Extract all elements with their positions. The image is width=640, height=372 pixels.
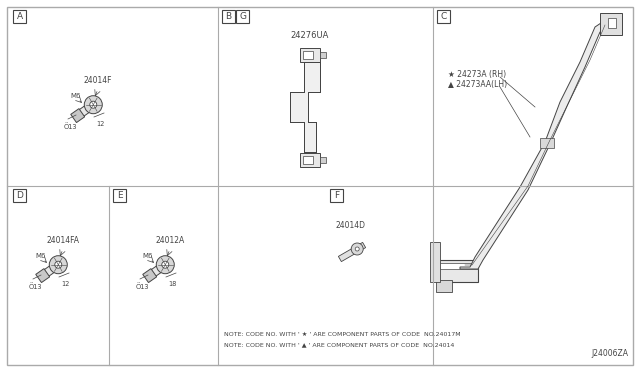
Polygon shape <box>71 109 84 122</box>
Text: G: G <box>239 12 246 21</box>
Circle shape <box>355 247 359 251</box>
Text: Ö13: Ö13 <box>29 283 42 290</box>
Text: 18: 18 <box>168 281 177 287</box>
Text: Ö13: Ö13 <box>64 123 77 130</box>
Circle shape <box>156 256 174 274</box>
Text: B: B <box>225 12 232 21</box>
Polygon shape <box>44 257 67 277</box>
Bar <box>303 156 313 164</box>
Bar <box>300 153 320 167</box>
Bar <box>540 138 554 148</box>
Bar <box>113 189 126 202</box>
Bar <box>600 13 622 35</box>
Circle shape <box>351 243 363 255</box>
Polygon shape <box>79 97 101 116</box>
Text: 24014F: 24014F <box>84 76 112 85</box>
Text: D: D <box>16 191 23 200</box>
Bar <box>320 52 326 58</box>
Text: NOTE: CODE NO. WITH ' ★ ' ARE COMPONENT PARTS OF CODE  NO.24017M: NOTE: CODE NO. WITH ' ★ ' ARE COMPONENT … <box>224 331 461 337</box>
Text: ★ 24273A (RH): ★ 24273A (RH) <box>448 70 506 78</box>
Bar <box>222 10 235 23</box>
Polygon shape <box>339 243 365 262</box>
Bar <box>430 242 440 282</box>
Polygon shape <box>143 269 157 283</box>
Text: 24276UA: 24276UA <box>291 31 329 40</box>
Text: 12: 12 <box>61 281 69 287</box>
Circle shape <box>55 261 62 268</box>
Bar <box>330 189 343 202</box>
Text: F: F <box>334 191 339 200</box>
Bar <box>437 10 450 23</box>
Bar <box>436 263 478 269</box>
Polygon shape <box>460 17 620 269</box>
Text: 24014D: 24014D <box>335 221 365 230</box>
Bar <box>608 18 616 28</box>
Text: NOTE: CODE NO. WITH ' ▲ ' ARE COMPONENT PARTS OF CODE  NO.24014: NOTE: CODE NO. WITH ' ▲ ' ARE COMPONENT … <box>224 343 454 347</box>
Text: A: A <box>17 12 22 21</box>
Bar <box>13 189 26 202</box>
Circle shape <box>84 96 102 114</box>
Bar <box>436 260 478 282</box>
Text: J24006ZA: J24006ZA <box>591 349 628 358</box>
Text: 24012A: 24012A <box>156 236 184 245</box>
Text: C: C <box>440 12 447 21</box>
Text: Ö13: Ö13 <box>136 283 150 290</box>
Bar <box>303 51 313 59</box>
Text: E: E <box>116 191 122 200</box>
Text: M6: M6 <box>70 93 81 99</box>
Circle shape <box>49 256 67 274</box>
Bar <box>320 157 326 163</box>
Bar <box>236 10 249 23</box>
Text: M6: M6 <box>142 253 152 259</box>
Circle shape <box>90 101 97 108</box>
Polygon shape <box>290 62 320 152</box>
Text: M6: M6 <box>35 253 45 259</box>
Text: 12: 12 <box>96 121 104 127</box>
Polygon shape <box>150 257 173 277</box>
Circle shape <box>162 261 169 268</box>
Bar <box>13 10 26 23</box>
Bar <box>300 48 320 62</box>
Text: ▲ 24273AA(LH): ▲ 24273AA(LH) <box>448 80 507 90</box>
Bar <box>436 280 452 292</box>
Polygon shape <box>36 269 50 283</box>
Text: 24014FA: 24014FA <box>47 236 79 245</box>
